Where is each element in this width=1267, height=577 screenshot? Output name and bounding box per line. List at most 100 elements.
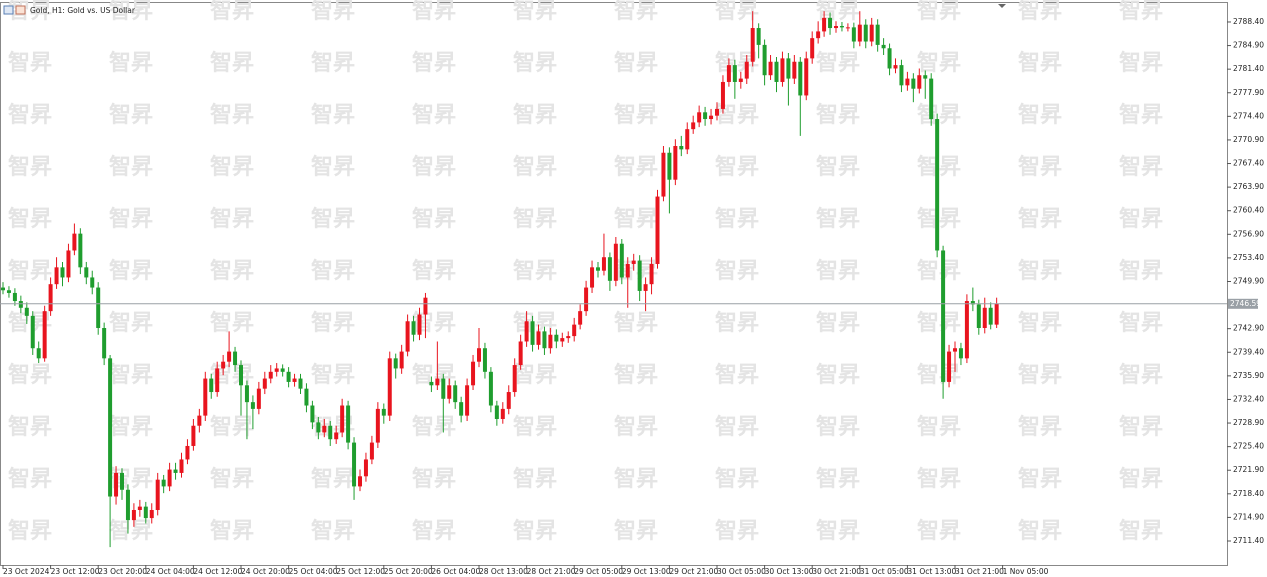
candle-body: [982, 307, 987, 328]
y-tick-label: 2753.40: [1233, 253, 1264, 262]
watermark: 智昇: [816, 258, 860, 284]
candle-body: [798, 61, 803, 96]
watermark: 智昇: [715, 362, 759, 388]
candle-body: [976, 304, 981, 328]
watermark: 智昇: [311, 258, 355, 284]
candle-body: [78, 233, 83, 268]
candle-body: [197, 415, 202, 426]
watermark: 智昇: [109, 414, 153, 440]
candle-body: [6, 290, 11, 293]
candle-body: [191, 425, 196, 446]
candle-body: [970, 301, 975, 305]
watermark: 智昇: [1018, 102, 1062, 128]
watermark: 智昇: [513, 310, 557, 336]
watermark: 智昇: [8, 102, 52, 128]
candle-body: [756, 28, 761, 45]
x-tick-label: 25 Oct 04:00: [289, 567, 338, 576]
candle-body: [304, 388, 309, 406]
watermark: 智昇: [412, 258, 456, 284]
candle-body: [917, 75, 922, 89]
watermark: 智昇: [412, 518, 456, 544]
watermark: 智昇: [715, 258, 759, 284]
candle-body: [584, 287, 589, 312]
watermark: 智昇: [1018, 0, 1062, 24]
watermark: 智昇: [513, 206, 557, 232]
candle-body: [726, 65, 731, 82]
watermark: 智昇: [109, 518, 153, 544]
watermark: 智昇: [513, 362, 557, 388]
watermark: 智昇: [614, 102, 658, 128]
candle-body: [762, 44, 767, 76]
y-tick-label: 2721.90: [1233, 465, 1264, 474]
candle-body: [471, 361, 476, 386]
candle-body: [262, 378, 267, 389]
candle-body: [964, 301, 969, 359]
y-tick-label: 2735.90: [1233, 371, 1264, 380]
plot-frame: [0, 2, 1228, 566]
y-tick-label: 2749.90: [1233, 276, 1264, 285]
candle-body: [322, 425, 327, 433]
chart-title: Gold, H1: Gold vs. US Dollar: [30, 6, 136, 15]
candle-body: [709, 115, 714, 120]
watermark: 智昇: [311, 102, 355, 128]
candle-body: [108, 358, 113, 497]
watermark: 智昇: [109, 206, 153, 232]
y-tick-label: 2777.90: [1233, 88, 1264, 97]
watermark: 智昇: [614, 414, 658, 440]
watermark: 智昇: [614, 50, 658, 76]
candle-body: [661, 152, 666, 197]
candle-body: [84, 267, 89, 278]
watermark: 智昇: [1119, 102, 1163, 128]
watermark: 智昇: [8, 466, 52, 492]
watermark: 智昇: [1018, 258, 1062, 284]
watermark: 智昇: [513, 258, 557, 284]
candle-body: [673, 146, 678, 180]
candle-body: [834, 26, 838, 29]
candle-body: [530, 321, 535, 345]
candle-body: [988, 307, 993, 325]
candle-body: [935, 119, 940, 251]
watermark: 智昇: [513, 102, 557, 128]
watermark: 智昇: [210, 466, 254, 492]
candle-body: [90, 277, 95, 288]
y-tick-label: 2760.40: [1233, 206, 1264, 215]
candle-body: [655, 196, 660, 264]
candle-body: [280, 368, 285, 372]
candle-body: [54, 267, 59, 285]
watermark: 智昇: [513, 518, 557, 544]
watermark: 智昇: [614, 0, 658, 24]
candle-body: [578, 311, 583, 325]
candle-body: [179, 459, 184, 473]
candle-body: [607, 257, 612, 281]
watermark: 智昇: [311, 518, 355, 544]
candle-body: [738, 78, 743, 82]
candle-body: [334, 432, 339, 440]
candle-body: [244, 385, 249, 403]
candle-body: [601, 257, 606, 271]
y-tick-label: 2714.90: [1233, 512, 1264, 521]
watermark: 智昇: [210, 0, 254, 24]
watermark: 智昇: [917, 310, 961, 336]
candle-body: [102, 327, 107, 359]
candle-body: [358, 476, 362, 487]
watermark: 智昇: [917, 466, 961, 492]
price-label: 2746.59: [1230, 299, 1261, 308]
candle-body: [1, 287, 5, 291]
watermark: 智昇: [1119, 154, 1163, 180]
candle-body: [381, 408, 386, 416]
candle-body: [810, 38, 815, 59]
x-tick-label: 31 Oct 21:00: [955, 567, 1004, 576]
watermark: 智昇: [715, 0, 759, 24]
watermark: 智昇: [816, 102, 860, 128]
watermark: 智昇: [1018, 466, 1062, 492]
watermark: 智昇: [109, 362, 153, 388]
watermark: 智昇: [1018, 518, 1062, 544]
candle-body: [774, 61, 779, 82]
candle-body: [286, 371, 291, 382]
candle-body: [786, 58, 791, 79]
candle-body: [941, 250, 946, 382]
watermark: 智昇: [816, 206, 860, 232]
candle-body: [911, 78, 916, 89]
candle-body: [274, 368, 279, 372]
candle-body: [893, 65, 898, 69]
